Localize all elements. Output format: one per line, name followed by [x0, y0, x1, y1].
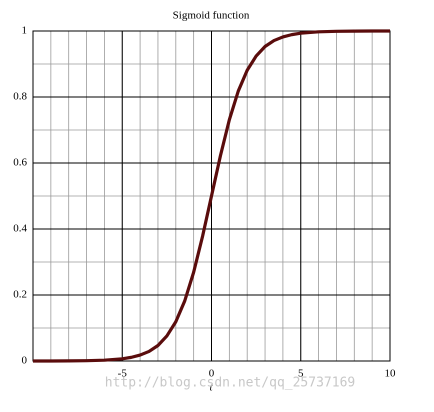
y-tick-label: 0.6: [13, 157, 27, 169]
y-tick-label: 0: [22, 355, 28, 367]
y-tick-label: 0.4: [13, 223, 27, 235]
watermark: http://blog.csdn.net/qq_25737169: [105, 376, 355, 391]
x-tick-label: 0: [209, 368, 215, 380]
y-tick-label: 0.2: [13, 289, 27, 301]
y-tick-label: 0.8: [13, 91, 27, 103]
x-tick-label: 10: [385, 368, 397, 380]
x-tick-label: 5: [298, 368, 304, 380]
y-tick-label: 1: [22, 25, 28, 37]
sigmoid-line: [32, 29, 391, 363]
chart-title: Sigmoid function: [173, 10, 250, 22]
x-tick-label: -5: [118, 368, 128, 380]
x-axis-label: t: [209, 382, 213, 394]
